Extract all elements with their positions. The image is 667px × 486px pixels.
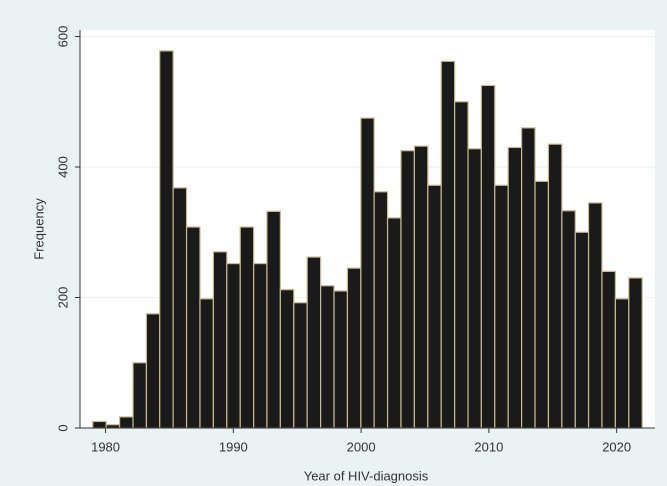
bar bbox=[601, 270, 616, 429]
bar bbox=[132, 362, 148, 429]
y-tick-label: 200 bbox=[55, 287, 70, 309]
bar bbox=[293, 302, 308, 429]
bar bbox=[454, 101, 469, 429]
bar bbox=[628, 277, 643, 429]
y-tick-label: 0 bbox=[55, 424, 70, 431]
bar bbox=[320, 285, 335, 429]
bar bbox=[145, 313, 161, 429]
bar bbox=[587, 202, 603, 429]
bar bbox=[119, 416, 134, 429]
bar bbox=[92, 420, 107, 429]
bar bbox=[534, 180, 550, 429]
bar bbox=[467, 148, 482, 429]
x-tick-label: 1980 bbox=[91, 439, 120, 454]
bar bbox=[185, 226, 201, 429]
bar bbox=[561, 210, 576, 429]
bar bbox=[507, 146, 523, 429]
bar bbox=[172, 187, 188, 429]
bar bbox=[494, 184, 509, 429]
bar bbox=[547, 143, 563, 429]
bar bbox=[373, 191, 389, 429]
bar bbox=[239, 226, 255, 429]
bar bbox=[574, 231, 590, 429]
bar bbox=[266, 210, 281, 429]
bar bbox=[279, 289, 295, 429]
bar bbox=[360, 117, 375, 429]
y-axis-title: Frequency bbox=[31, 198, 46, 260]
bar bbox=[386, 217, 402, 429]
bar bbox=[159, 50, 174, 429]
x-tick-label: 1990 bbox=[219, 439, 248, 454]
x-tick-label: 2020 bbox=[602, 439, 631, 454]
bar bbox=[440, 60, 456, 429]
y-tick-label: 400 bbox=[55, 156, 70, 178]
bar bbox=[306, 256, 322, 429]
bar bbox=[226, 262, 241, 429]
x-tick-label: 2010 bbox=[474, 439, 503, 454]
y-tick-label: 600 bbox=[55, 26, 70, 48]
bar bbox=[212, 251, 228, 429]
x-axis-title: Year of HIV-diagnosis bbox=[304, 468, 429, 483]
bar bbox=[480, 84, 496, 429]
bar bbox=[346, 267, 362, 429]
bar bbox=[199, 298, 215, 429]
bar bbox=[333, 290, 349, 429]
bar bbox=[400, 150, 415, 429]
bar bbox=[253, 262, 268, 429]
bar bbox=[413, 145, 429, 429]
bar bbox=[427, 184, 442, 429]
bar bbox=[520, 127, 536, 429]
bar bbox=[614, 298, 630, 429]
x-tick-label: 2000 bbox=[347, 439, 376, 454]
